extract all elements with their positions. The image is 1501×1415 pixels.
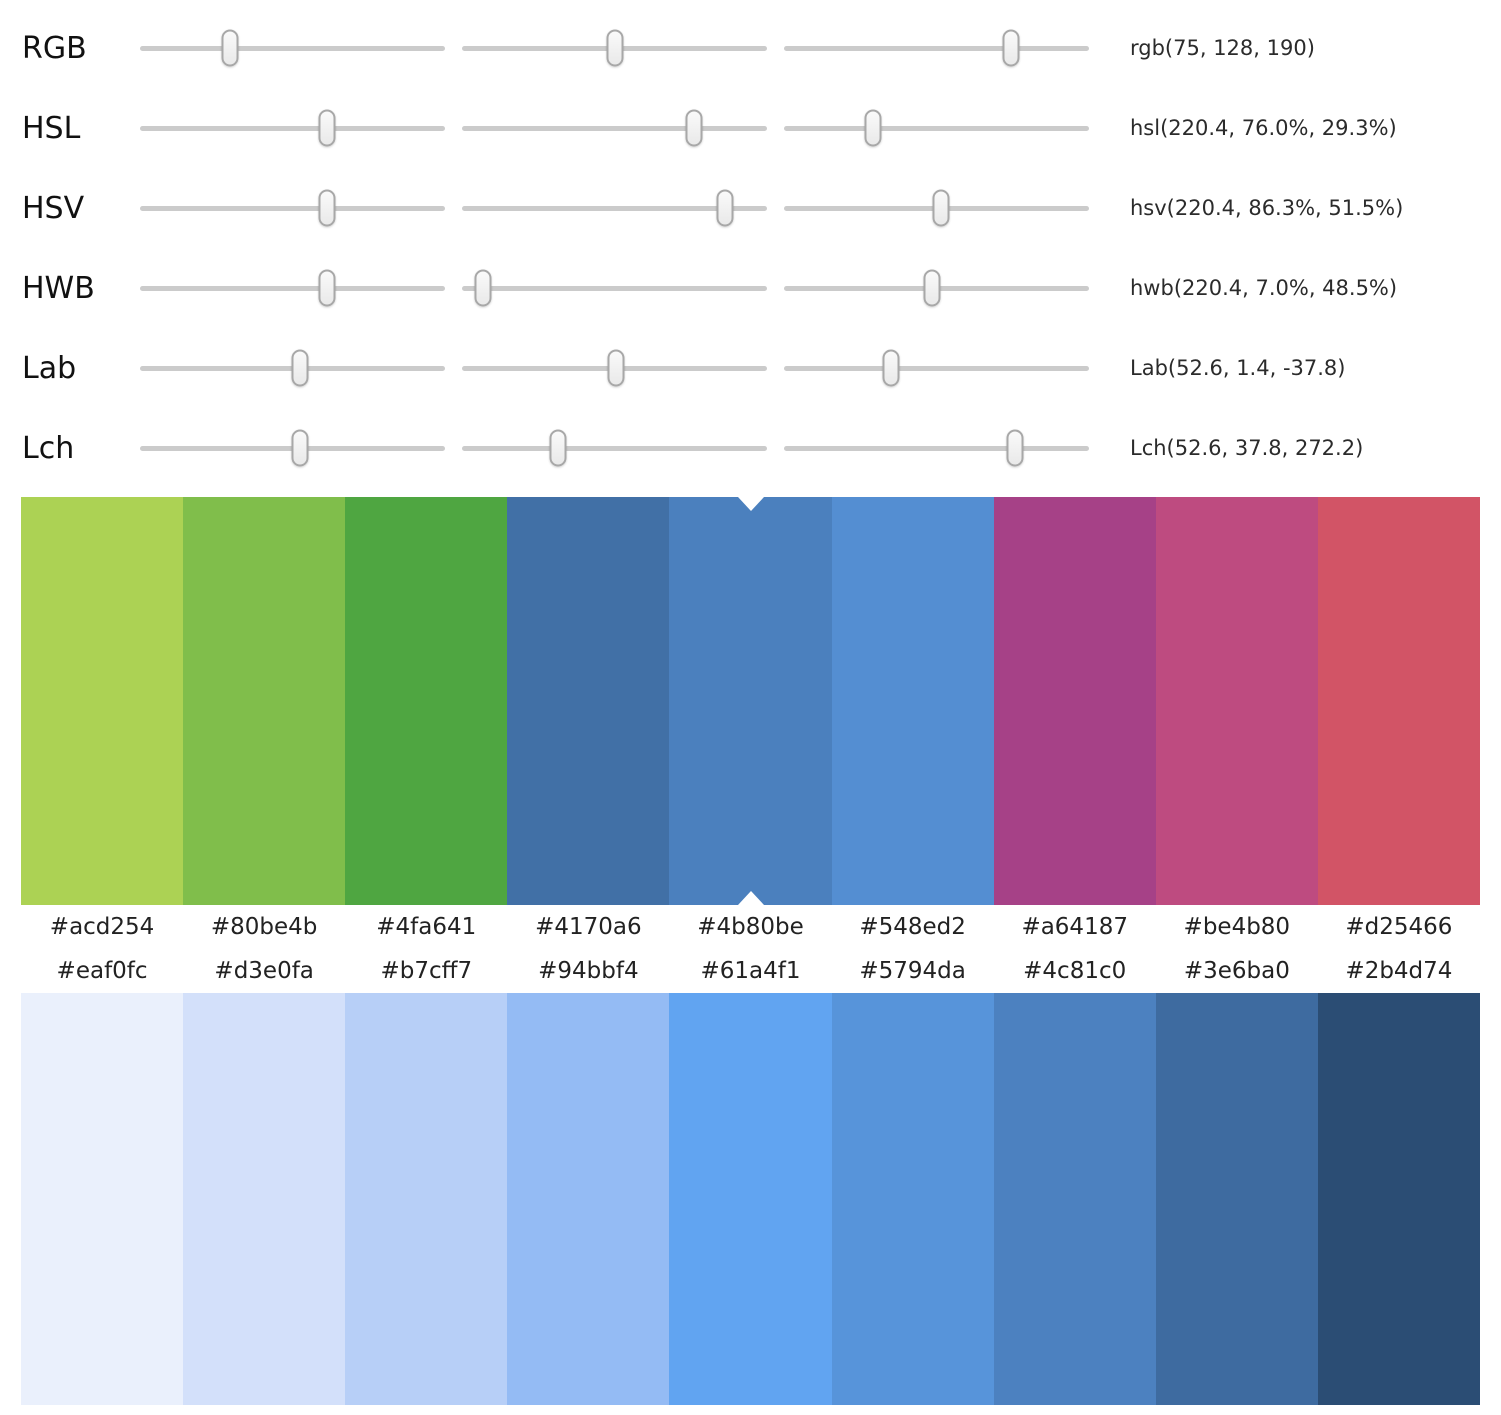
hsv-value-text: hsv(220.4, 86.3%, 51.5%)	[1130, 196, 1404, 220]
lch-c-slider-track[interactable]	[462, 429, 767, 467]
slider-row-hsv: HSV hsv(220.4, 86.3%, 51.5%)	[22, 168, 1501, 248]
slider-thumb[interactable]	[291, 349, 309, 387]
slider-row-rgb: RGB rgb(75, 128, 190)	[22, 8, 1501, 88]
lch-l-slider-track[interactable]	[140, 429, 445, 467]
hex-label: #3e6ba0	[1183, 958, 1290, 984]
slider-row-hwb: HWB hwb(220.4, 7.0%, 48.5%)	[22, 248, 1501, 328]
palette-swatch[interactable]	[1155, 497, 1318, 905]
slider-thumb[interactable]	[318, 269, 336, 307]
selected-swatch-marker-bottom	[737, 891, 764, 905]
hwb-b-slider-track[interactable]	[784, 269, 1089, 307]
slider-row-hsl: HSL hsl(220.4, 76.0%, 29.3%)	[22, 88, 1501, 168]
slider-row-lch: Lch Lch(52.6, 37.8, 272.2)	[22, 408, 1501, 488]
selected-swatch-marker-top	[737, 497, 764, 511]
colorspace-label: HSL	[22, 110, 81, 146]
rgb-value-text: rgb(75, 128, 190)	[1130, 36, 1315, 60]
lab-a-slider-track[interactable]	[462, 349, 767, 387]
slider-thumb[interactable]	[221, 29, 239, 67]
hex-label: #d3e0fa	[214, 958, 314, 984]
hsl-h-slider-track[interactable]	[140, 109, 445, 147]
palette-swatch[interactable]	[21, 497, 184, 905]
palette-swatch[interactable]	[1155, 993, 1318, 1405]
hex-label: #4fa641	[376, 914, 477, 940]
palette-swatch[interactable]	[183, 497, 346, 905]
palette-swatch[interactable]	[345, 497, 508, 905]
hex-label: #548ed2	[859, 914, 966, 940]
hsl-s-slider-track[interactable]	[462, 109, 767, 147]
palette-swatch[interactable]	[831, 497, 994, 905]
rgb-g-slider-track[interactable]	[462, 29, 767, 67]
colorspace-label: RGB	[22, 30, 87, 66]
lab-value-text: Lab(52.6, 1.4, -37.8)	[1130, 356, 1346, 380]
colorspace-label: Lch	[22, 430, 75, 466]
slider-thumb[interactable]	[864, 109, 882, 147]
slider-thumb[interactable]	[606, 29, 624, 67]
hsl-value-text: hsl(220.4, 76.0%, 29.3%)	[1130, 116, 1397, 140]
hsl-l-slider-track[interactable]	[784, 109, 1089, 147]
slider-thumb[interactable]	[318, 109, 336, 147]
hwb-w-slider-track[interactable]	[462, 269, 767, 307]
palette-swatch[interactable]	[993, 497, 1156, 905]
hex-label: #61a4f1	[700, 958, 801, 984]
slider-row-lab: Lab Lab(52.6, 1.4, -37.8)	[22, 328, 1501, 408]
palette-swatch[interactable]	[831, 993, 994, 1405]
slider-thumb[interactable]	[716, 189, 734, 227]
slider-thumb[interactable]	[549, 429, 567, 467]
hex-label: #be4b80	[1183, 914, 1291, 940]
lab-b-slider-track[interactable]	[784, 349, 1089, 387]
palette-swatch[interactable]	[507, 993, 670, 1405]
slider-thumb[interactable]	[932, 189, 950, 227]
palette-swatch-selected[interactable]	[669, 497, 832, 905]
slider-thumb[interactable]	[685, 109, 703, 147]
rgb-b-slider-track[interactable]	[784, 29, 1089, 67]
slider-thumb[interactable]	[318, 189, 336, 227]
hex-label: #4c81c0	[1023, 958, 1127, 984]
color-sliders-panel: RGB rgb(75, 128, 190) HSL hsl(220.4, 76.…	[0, 0, 1501, 497]
analogous-palette	[21, 497, 1480, 905]
palette-swatch[interactable]	[21, 993, 184, 1405]
hex-label: #80be4b	[210, 914, 318, 940]
palette-swatch[interactable]	[507, 497, 670, 905]
colorspace-label: Lab	[22, 350, 77, 386]
hex-label: #5794da	[859, 958, 966, 984]
hex-label: #94bbf4	[538, 958, 639, 984]
hex-label: #acd254	[49, 914, 155, 940]
hex-labels-tints-shades: #eaf0fc #d3e0fa #b7cff7 #94bbf4 #61a4f1 …	[21, 949, 1480, 993]
hex-label: #b7cff7	[380, 958, 473, 984]
rgb-r-slider-track[interactable]	[140, 29, 445, 67]
palette-swatch[interactable]	[1317, 993, 1480, 1405]
hsv-s-slider-track[interactable]	[462, 189, 767, 227]
colorspace-label: HSV	[22, 190, 85, 226]
palette-swatch[interactable]	[345, 993, 508, 1405]
slider-thumb[interactable]	[607, 349, 625, 387]
hex-labels-analogous: #acd254 #80be4b #4fa641 #4170a6 #4b80be …	[21, 905, 1480, 949]
slider-thumb[interactable]	[923, 269, 941, 307]
palette-swatch[interactable]	[183, 993, 346, 1405]
slider-thumb[interactable]	[291, 429, 309, 467]
hex-label: #a64187	[1021, 914, 1128, 940]
hsv-v-slider-track[interactable]	[784, 189, 1089, 227]
slider-thumb[interactable]	[882, 349, 900, 387]
hwb-value-text: hwb(220.4, 7.0%, 48.5%)	[1130, 276, 1398, 300]
lab-l-slider-track[interactable]	[140, 349, 445, 387]
lch-value-text: Lch(52.6, 37.8, 272.2)	[1130, 436, 1364, 460]
tints-shades-palette	[21, 993, 1480, 1405]
palette-swatch[interactable]	[993, 993, 1156, 1405]
slider-thumb[interactable]	[1002, 29, 1020, 67]
slider-thumb[interactable]	[1006, 429, 1024, 467]
hwb-h-slider-track[interactable]	[140, 269, 445, 307]
palette-swatch[interactable]	[1317, 497, 1480, 905]
hex-label: #4170a6	[535, 914, 642, 940]
palette-swatch[interactable]	[669, 993, 832, 1405]
slider-thumb[interactable]	[474, 269, 492, 307]
hex-label: #eaf0fc	[56, 958, 148, 984]
hex-label: #d25466	[1345, 914, 1453, 940]
hex-label: #2b4d74	[1345, 958, 1453, 984]
lch-h-slider-track[interactable]	[784, 429, 1089, 467]
colorspace-label: HWB	[22, 270, 95, 306]
hex-label-selected: #4b80be	[697, 914, 804, 940]
hsv-h-slider-track[interactable]	[140, 189, 445, 227]
